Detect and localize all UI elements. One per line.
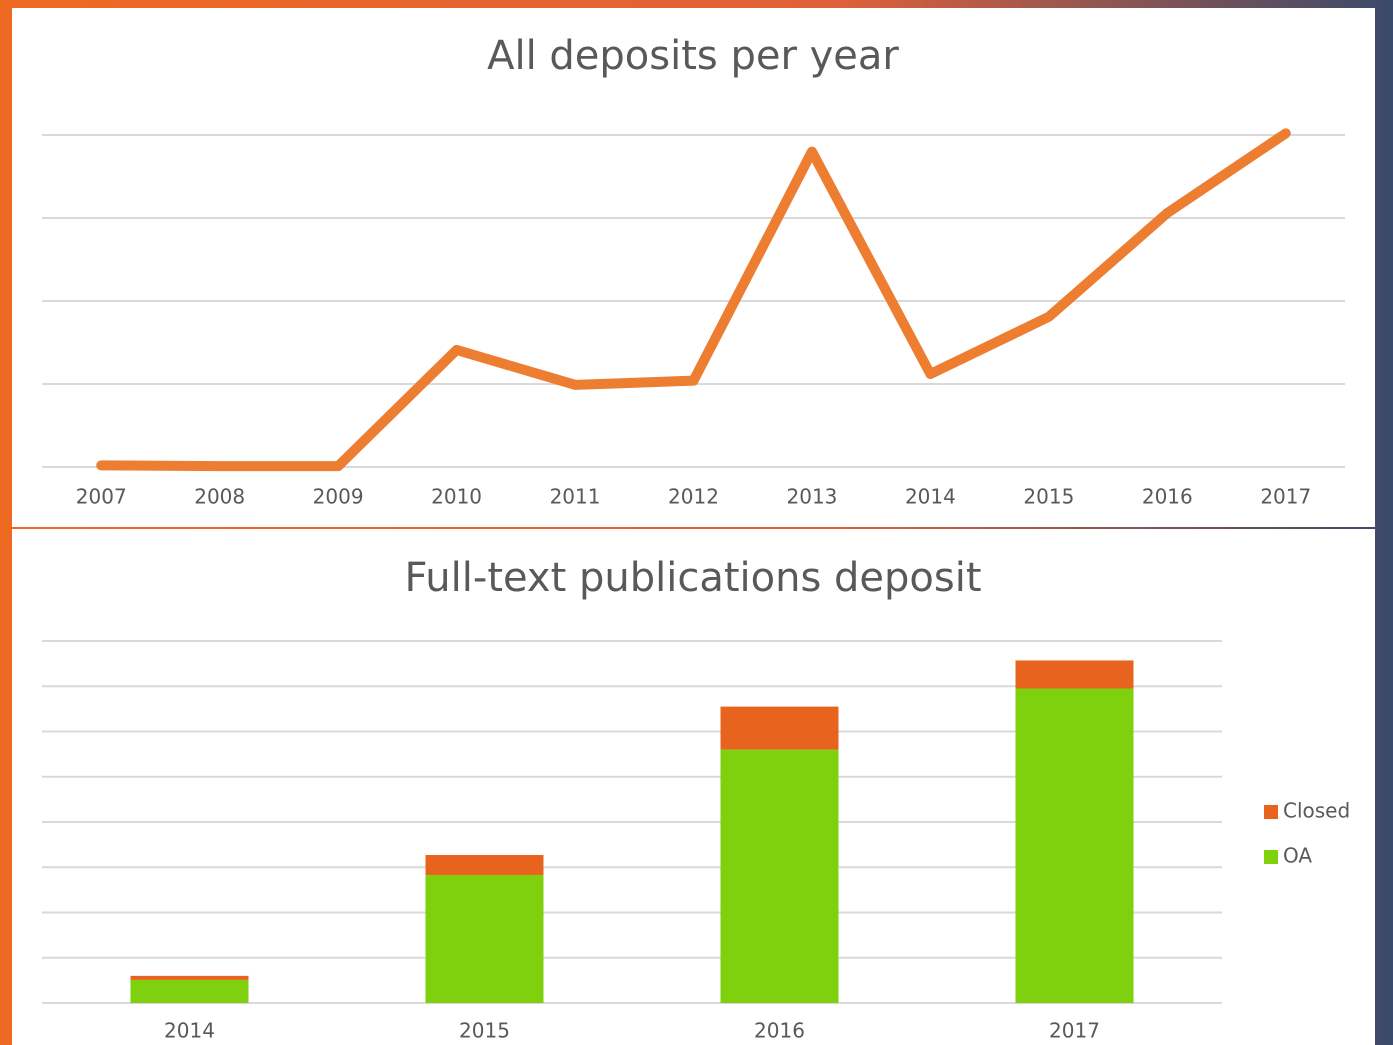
bar-segment bbox=[426, 875, 544, 1003]
x-tick-label: 2017 bbox=[1260, 485, 1311, 509]
legend-label: Closed bbox=[1283, 799, 1350, 823]
legend-swatch bbox=[1264, 805, 1278, 819]
x-tick-label: 2013 bbox=[787, 485, 838, 509]
x-tick-label: 2016 bbox=[1142, 485, 1193, 509]
x-tick-label: 2017 bbox=[1049, 1019, 1100, 1043]
chart-panel bbox=[12, 8, 1375, 527]
chart-title: Full-text publications deposit bbox=[404, 555, 981, 601]
x-tick-label: 2010 bbox=[431, 485, 482, 509]
x-tick-label: 2014 bbox=[905, 485, 956, 509]
bar-segment bbox=[426, 855, 544, 875]
x-tick-label: 2015 bbox=[1023, 485, 1074, 509]
chart-panel bbox=[12, 529, 1375, 1045]
chart-title: All deposits per year bbox=[487, 33, 899, 79]
x-tick-label: 2012 bbox=[668, 485, 719, 509]
legend-label: OA bbox=[1283, 844, 1312, 868]
bar-segment bbox=[721, 750, 839, 1003]
legend-swatch bbox=[1264, 850, 1278, 864]
x-tick-label: 2008 bbox=[194, 485, 245, 509]
x-tick-label: 2016 bbox=[754, 1019, 805, 1043]
slide: All deposits per year 2007 2008 2009 2010 201… bbox=[0, 0, 1393, 1045]
bar-segment bbox=[1016, 689, 1134, 1003]
x-tick-label: 2014 bbox=[164, 1019, 215, 1043]
page: All deposits per year 2007 2008 2009 2010 201… bbox=[0, 0, 1393, 1045]
x-tick-label: 2009 bbox=[313, 485, 364, 509]
bar-segment bbox=[131, 980, 249, 1003]
bar-segment bbox=[131, 976, 249, 980]
bar-segment bbox=[1016, 660, 1134, 688]
x-tick-label: 2011 bbox=[550, 485, 601, 509]
x-tick-label: 2015 bbox=[459, 1019, 510, 1043]
bar-segment bbox=[721, 707, 839, 750]
x-tick-label: 2007 bbox=[76, 485, 127, 509]
